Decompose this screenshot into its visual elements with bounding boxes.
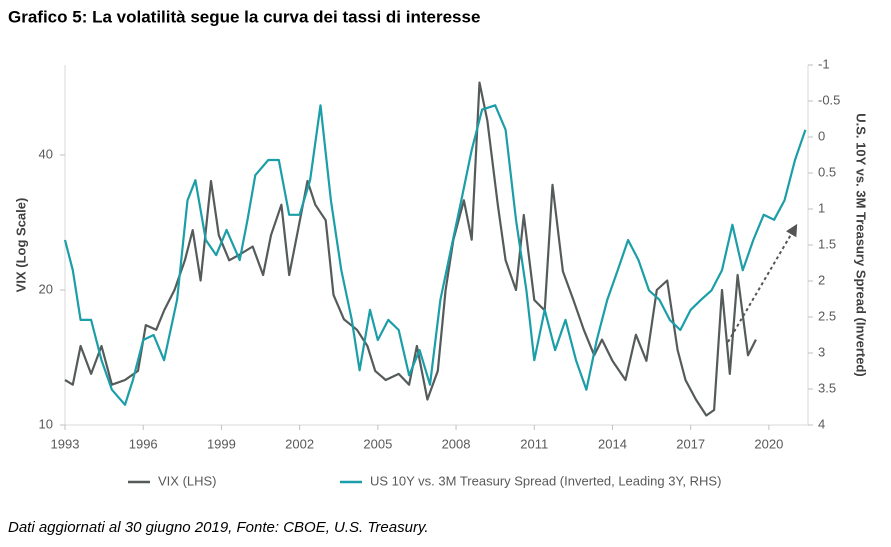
y2-tick-label: 2.5 bbox=[818, 308, 836, 323]
footnote: Dati aggiornati al 30 giugno 2019, Fonte… bbox=[8, 519, 429, 536]
y2-tick-label: 4 bbox=[818, 416, 825, 431]
y2-tick-label: 3 bbox=[818, 344, 825, 359]
y2-tick-label: 1.5 bbox=[818, 236, 836, 251]
x-tick-label: 2014 bbox=[598, 436, 627, 451]
y2-tick-label: 3.5 bbox=[818, 380, 836, 395]
y-tick-label: 20 bbox=[39, 281, 53, 296]
x-tick-label: 2017 bbox=[676, 436, 705, 451]
x-tick-label: 2002 bbox=[285, 436, 314, 451]
y2-tick-label: 0.5 bbox=[818, 164, 836, 179]
y2-tick-label: -0.5 bbox=[818, 92, 840, 107]
y2-axis-label: U.S. 10Y vs. 3M Treasury Spread (Inverte… bbox=[854, 113, 869, 377]
x-tick-label: 1999 bbox=[207, 436, 236, 451]
x-tick-label: 2005 bbox=[363, 436, 392, 451]
x-tick-label: 1993 bbox=[51, 436, 80, 451]
y2-tick-label: 1 bbox=[818, 200, 825, 215]
trend-arrow bbox=[727, 223, 798, 343]
y-tick-label: 10 bbox=[39, 416, 53, 431]
y2-tick-label: -1 bbox=[818, 56, 830, 71]
legend-label: VIX (LHS) bbox=[158, 473, 217, 488]
y-tick-label: 40 bbox=[39, 146, 53, 161]
series-line bbox=[64, 81, 757, 417]
y2-tick-label: 2 bbox=[818, 272, 825, 287]
chart-title: Grafico 5: La volatilità segue la curva … bbox=[8, 7, 480, 26]
x-tick-label: 1996 bbox=[129, 436, 158, 451]
x-tick-label: 2008 bbox=[442, 436, 471, 451]
y-axis-label: VIX (Log Scale) bbox=[13, 198, 28, 293]
legend-label: US 10Y vs. 3M Treasury Spread (Inverted,… bbox=[370, 473, 721, 488]
x-tick-label: 2011 bbox=[520, 436, 548, 451]
y2-tick-label: 0 bbox=[818, 128, 825, 143]
x-tick-label: 2020 bbox=[754, 436, 783, 451]
series-line bbox=[63, 104, 807, 406]
